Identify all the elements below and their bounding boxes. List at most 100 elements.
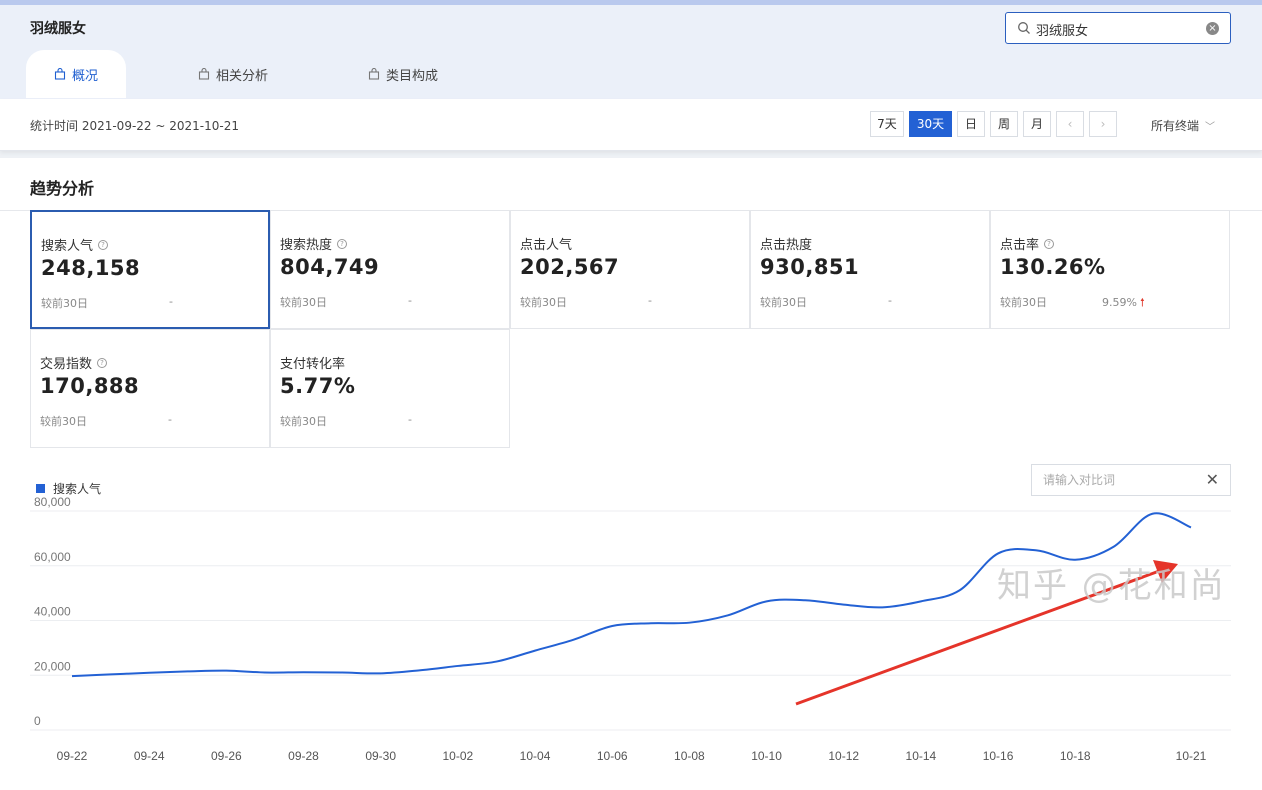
annotation-arrow-shaft <box>795 568 1163 706</box>
x-tick-label: 09-22 <box>57 749 88 763</box>
metric-label: 交易指数? <box>40 353 108 372</box>
chevron-down-icon: ﹀ <box>1205 122 1216 133</box>
metric-value: 5.77% <box>280 374 356 398</box>
series-line-search-popularity <box>71 512 1192 678</box>
metric-delta: - <box>648 294 652 307</box>
x-tick-label: 10-10 <box>751 749 782 763</box>
help-icon[interactable]: ? <box>1044 238 1055 249</box>
close-icon[interactable]: ✕ <box>1205 470 1219 489</box>
metric-compare-label: 较前30日 <box>280 296 327 309</box>
compare-keyword-placeholder: 请输入对比词 <box>1043 473 1116 487</box>
stat-date-range: 统计时间 2021-09-22 ~ 2021-10-21 <box>30 119 239 133</box>
x-tick-label: 10-02 <box>443 749 474 763</box>
range-week-button[interactable]: 周 <box>990 111 1018 137</box>
metric-card-search-popularity[interactable]: 搜索人气? 248,158 较前30日 - <box>30 210 270 329</box>
keyword-title: 羽绒服女 <box>30 21 86 37</box>
x-tick-label: 10-04 <box>520 749 551 763</box>
metric-delta: - <box>168 413 172 426</box>
range-7-days-button[interactable]: 7天 <box>870 111 904 137</box>
tab-related-analysis[interactable]: 相关分析 <box>198 50 268 98</box>
metric-value: 804,749 <box>280 255 380 279</box>
x-tick-label: 10-16 <box>983 749 1014 763</box>
trend-title: 趋势分析 <box>30 179 95 198</box>
x-tick-label: 09-30 <box>365 749 396 763</box>
x-tick-label: 09-24 <box>134 749 165 763</box>
range-30-days-button[interactable]: 30天 <box>909 111 952 137</box>
clear-icon[interactable]: × <box>1206 22 1219 35</box>
metric-delta: - <box>408 413 412 426</box>
metric-value: 248,158 <box>41 256 141 280</box>
terminal-select-value: 所有终端 <box>1151 119 1200 133</box>
metric-compare-label: 较前30日 <box>760 296 807 309</box>
metric-card-search-heat[interactable]: 搜索热度? 804,749 较前30日 - <box>270 210 510 329</box>
help-icon[interactable]: ? <box>337 238 348 249</box>
x-tick-label: 10-21 <box>1176 749 1207 763</box>
metric-label: 点击热度 <box>760 238 813 253</box>
metric-label: 点击人气 <box>520 238 573 253</box>
y-tick-label: 40,000 <box>34 605 71 619</box>
metric-label: 搜索热度? <box>280 234 348 253</box>
range-month-button[interactable]: 月 <box>1023 111 1051 137</box>
metric-delta: 9.59% 🠕 <box>1102 296 1145 309</box>
tab-category-composition[interactable]: 类目构成 <box>368 50 438 98</box>
metric-value: 930,851 <box>760 255 860 279</box>
metric-compare-label: 较前30日 <box>41 297 88 310</box>
metric-compare-label: 较前30日 <box>280 415 327 428</box>
search-value: 羽绒服女 <box>1036 24 1089 39</box>
metric-card-payment-conversion[interactable]: 支付转化率 5.77% 较前30日 - <box>270 329 510 448</box>
legend-label: 搜索人气 <box>53 482 102 496</box>
tab-overview-label: 概况 <box>72 68 99 84</box>
chart-legend[interactable]: 搜索人气 <box>36 480 101 497</box>
compare-keyword-input[interactable]: 请输入对比词 ✕ <box>1031 464 1231 496</box>
tab-related-analysis-label: 相关分析 <box>216 68 269 84</box>
prev-period-button[interactable]: ‹ <box>1056 111 1084 137</box>
x-tick-label: 10-18 <box>1060 749 1091 763</box>
x-tick-label: 09-28 <box>288 749 319 763</box>
metric-compare-label: 较前30日 <box>1000 296 1047 309</box>
range-day-button[interactable]: 日 <box>957 111 985 137</box>
bag-icon <box>368 68 380 80</box>
metric-card-click-popularity[interactable]: 点击人气 202,567 较前30日 - <box>510 210 750 329</box>
metric-card-click-heat[interactable]: 点击热度 930,851 较前30日 - <box>750 210 990 329</box>
metric-compare-label: 较前30日 <box>520 296 567 309</box>
y-tick-label: 80,000 <box>34 495 71 509</box>
metric-value: 202,567 <box>520 255 620 279</box>
y-tick-label: 20,000 <box>34 659 71 673</box>
date-filter-bar: 统计时间 2021-09-22 ~ 2021-10-21 7天 30天 日 周 … <box>0 99 1262 151</box>
help-icon[interactable]: ? <box>97 357 108 368</box>
x-tick-label: 10-06 <box>597 749 628 763</box>
trend-panel: 趋势分析 搜索人气? 248,158 较前30日 - 搜索热度? 804,749… <box>0 158 1262 790</box>
terminal-select[interactable]: 所有终端 ﹀ <box>1151 117 1215 134</box>
metric-compare-label: 较前30日 <box>40 415 87 428</box>
trend-line-chart: 0 20,000 40,000 60,000 80,000 09-22 09-24 09-26… <box>30 495 1231 763</box>
x-tick-label: 09-26 <box>211 749 242 763</box>
keyword-search-input[interactable]: 羽绒服女 × <box>1005 12 1231 44</box>
tab-overview[interactable]: 概况 <box>26 50 127 98</box>
metric-card-click-rate[interactable]: 点击率? 130.26% 较前30日 9.59% 🠕 <box>990 210 1230 329</box>
top-accent-line <box>0 0 1262 5</box>
x-tick-label: 10-08 <box>674 749 705 763</box>
x-tick-label: 10-14 <box>906 749 937 763</box>
search-icon <box>1018 22 1030 34</box>
next-period-button[interactable]: › <box>1089 111 1117 137</box>
legend-swatch <box>36 484 45 493</box>
metric-label: 搜索人气? <box>41 235 109 254</box>
metric-card-trade-index[interactable]: 交易指数? 170,888 较前30日 - <box>30 329 270 448</box>
metric-label: 支付转化率 <box>280 357 346 372</box>
arrow-up-icon: 🠕 <box>1139 296 1145 309</box>
y-tick-label: 60,000 <box>34 550 71 564</box>
metric-value: 170,888 <box>40 374 140 398</box>
metric-delta: - <box>408 294 412 307</box>
bag-icon <box>198 68 210 80</box>
metric-delta: - <box>169 295 173 308</box>
help-icon[interactable]: ? <box>98 239 109 250</box>
metric-value: 130.26% <box>1000 255 1106 279</box>
y-tick-label: 0 <box>34 714 41 728</box>
header: 羽绒服女 羽绒服女 × 概况 相关分析 类目构成 <box>0 5 1262 99</box>
metric-label: 点击率? <box>1000 234 1055 253</box>
annotation-arrow-head <box>1153 560 1178 583</box>
x-tick-label: 10-12 <box>828 749 859 763</box>
metric-delta: - <box>888 294 892 307</box>
bag-icon <box>54 68 66 80</box>
tab-category-composition-label: 类目构成 <box>386 68 439 84</box>
